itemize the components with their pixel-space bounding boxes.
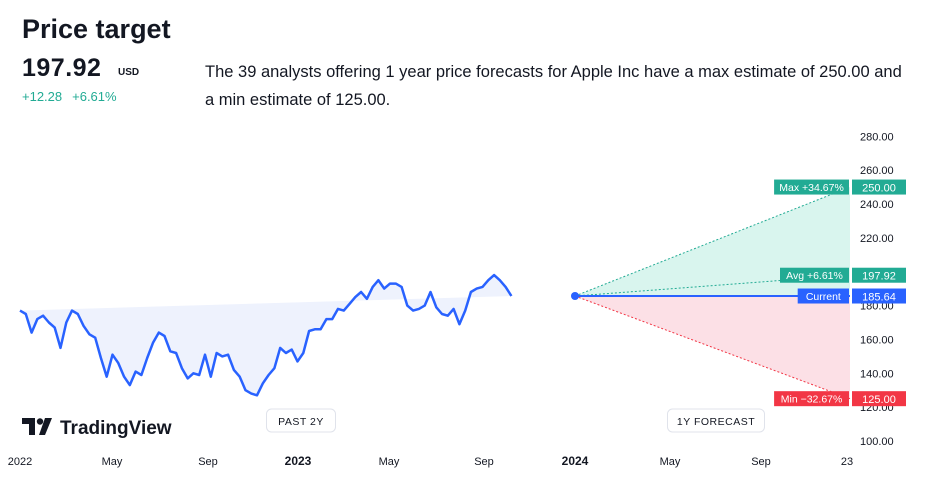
max-tag-label: Max +34.67% — [779, 182, 844, 194]
tradingview-logo-icon — [22, 418, 35, 435]
change-absolute: +12.28 — [22, 89, 63, 104]
max-value-label: 250.00 — [862, 183, 896, 195]
min-tag-bg — [774, 391, 849, 407]
x-tick-label: Sep — [198, 456, 218, 468]
current-tag-label: Current — [806, 291, 841, 303]
x-tick-label: 2022 — [8, 456, 32, 468]
min-forecast-line — [574, 295, 851, 400]
x-tick-label: 2024 — [562, 454, 589, 468]
past-period-label: PAST 2Y — [278, 416, 324, 428]
y-tick-label: 220.00 — [860, 233, 894, 245]
price-change: +12.28 +6.61% — [22, 89, 127, 104]
x-tick-label: Sep — [474, 456, 494, 468]
price-value: 197.92 — [22, 54, 102, 82]
x-tick-label: 2023 — [285, 454, 312, 468]
page-title: Price target — [22, 14, 171, 44]
currency-label: USD — [118, 67, 140, 78]
x-tick-label: Sep — [751, 456, 771, 468]
avg-tag-label: Avg +6.61% — [786, 270, 843, 282]
change-percent: +6.61% — [72, 89, 117, 104]
max-forecast-line — [574, 186, 851, 297]
min-value-bg — [852, 391, 906, 407]
y-tick-label: 140.00 — [860, 368, 894, 380]
tradingview-logo-text: TradingView — [60, 418, 172, 439]
avg-value-bg — [852, 267, 906, 283]
y-tick-label: 240.00 — [860, 199, 894, 211]
y-tick-label: 100.00 — [860, 436, 894, 448]
avg-value-label: 197.92 — [862, 271, 896, 283]
current-price-dot — [571, 292, 579, 301]
past-period-pill — [266, 408, 336, 433]
y-tick-label: 180.00 — [860, 301, 894, 313]
x-tick-label: May — [660, 456, 681, 468]
history-price-line — [19, 273, 513, 397]
current-value-label: 185.64 — [862, 292, 896, 304]
current-tag-bg — [797, 288, 849, 304]
avg-tag-bg — [780, 267, 849, 283]
x-tick-label: May — [102, 456, 123, 468]
forecast-period-label: 1Y FORECAST — [677, 416, 755, 428]
tradingview-logo-dot — [36, 418, 44, 425]
max-value-bg — [852, 179, 906, 195]
y-tick-label: 260.00 — [860, 165, 894, 177]
forecast-period-pill — [667, 408, 765, 433]
current-value-bg — [852, 288, 906, 304]
max-tag-bg — [774, 179, 849, 195]
tradingview-logo-slash — [39, 418, 52, 435]
min-tag-label: Min −32.67% — [781, 394, 843, 406]
y-tick-label: 280.00 — [860, 131, 894, 143]
history-area — [20, 275, 512, 396]
forecast-description: The 39 analysts offering 1 year price fo… — [205, 63, 902, 109]
x-tick-label: May — [379, 456, 400, 468]
min-value-label: 125.00 — [862, 394, 896, 406]
y-tick-label: 160.00 — [860, 334, 894, 346]
x-tick-label: 23 — [841, 456, 853, 468]
